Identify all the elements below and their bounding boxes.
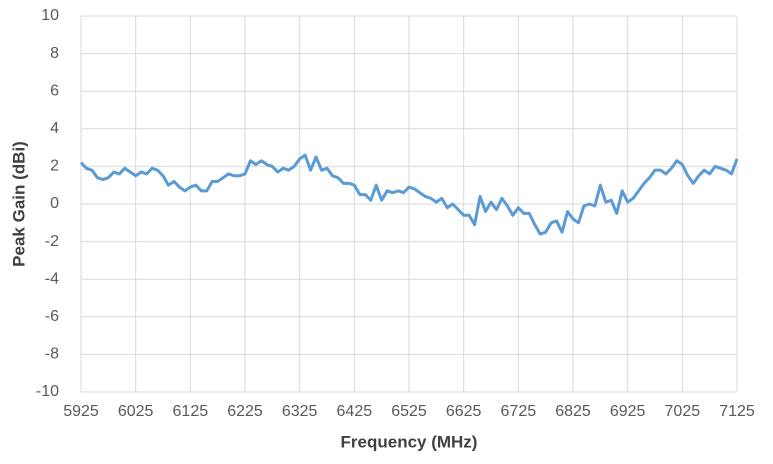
x-tick-label: 6125 xyxy=(173,403,209,420)
y-tick-label: 0 xyxy=(50,195,59,212)
y-tick-label: 10 xyxy=(41,7,59,24)
x-tick-label: 5925 xyxy=(63,403,99,420)
y-tick-label: -6 xyxy=(45,308,59,325)
y-tick-label: -2 xyxy=(45,233,59,250)
x-tick-label: 6825 xyxy=(555,403,591,420)
y-tick-label: 6 xyxy=(50,82,59,99)
y-tick-label: -10 xyxy=(36,383,59,400)
x-tick-label: 6225 xyxy=(227,403,263,420)
x-tick-label: 6425 xyxy=(337,403,373,420)
x-tick-label: 6925 xyxy=(610,403,646,420)
x-tick-label: 6525 xyxy=(391,403,427,420)
x-tick-label: 7025 xyxy=(665,403,701,420)
data-line xyxy=(79,153,739,236)
x-axis-title: Frequency (MHz) xyxy=(341,432,478,451)
x-tick-label: 6025 xyxy=(118,403,154,420)
y-tick-label: 8 xyxy=(50,45,59,62)
y-tick-label: 2 xyxy=(50,158,59,175)
x-tick-label: 6325 xyxy=(282,403,318,420)
y-tick-label: 4 xyxy=(50,120,59,137)
y-tick-label: -8 xyxy=(45,346,59,363)
y-axis-title: Peak Gain (dBi) xyxy=(9,141,28,267)
x-tick-label: 6625 xyxy=(446,403,482,420)
x-tick-label: 7125 xyxy=(719,403,755,420)
x-tick-label: 6725 xyxy=(501,403,537,420)
y-tick-label: -4 xyxy=(45,270,59,287)
